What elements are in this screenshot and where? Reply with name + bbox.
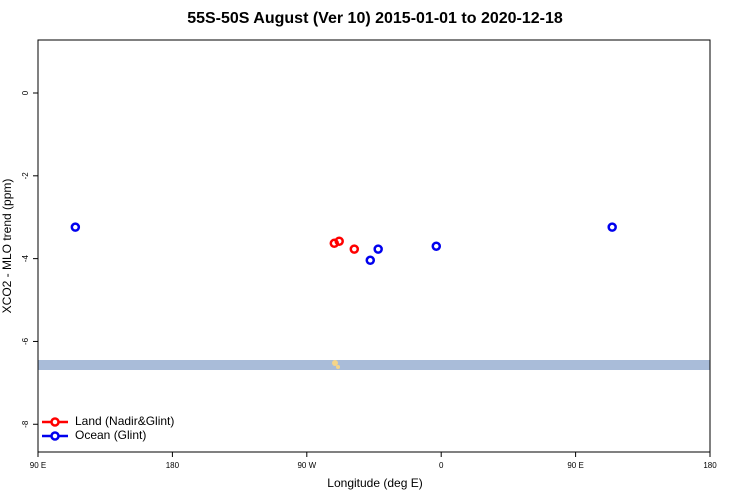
legend-marker <box>50 431 60 441</box>
point <box>349 244 360 254</box>
y-tick-label: 0 <box>21 90 30 95</box>
map-land <box>332 360 338 366</box>
legend-marker <box>50 417 60 427</box>
y-tick-label: -2 <box>21 172 30 180</box>
point <box>373 244 383 254</box>
legend-label: Land (Nadir&Glint) <box>75 414 174 428</box>
point <box>365 255 376 266</box>
y-axis-label: XCO2 - MLO trend (ppm) <box>0 179 14 314</box>
y-tick-label: -4 <box>21 255 30 263</box>
plot-frame <box>37 39 711 453</box>
y-tick-label: -6 <box>21 337 30 345</box>
x-tick-label: 90 W <box>297 461 316 470</box>
point <box>70 222 81 232</box>
map-land <box>336 365 340 369</box>
x-tick-label: 0 <box>439 461 444 470</box>
point <box>431 241 442 251</box>
x-axis-label: Longitude (deg E) <box>327 476 422 490</box>
legend-label: Ocean (Glint) <box>75 428 146 442</box>
x-tick-label: 90 E <box>30 461 46 470</box>
x-tick-label: 180 <box>166 461 180 470</box>
chart-title: 55S-50S August (Ver 10) 2015-01-01 to 20… <box>187 10 563 27</box>
map-strip <box>38 360 710 370</box>
point <box>334 236 344 246</box>
point <box>607 222 617 232</box>
x-tick-label: 90 E <box>567 461 583 470</box>
y-tick-label: -8 <box>21 420 30 428</box>
x-tick-label: 180 <box>703 461 717 470</box>
